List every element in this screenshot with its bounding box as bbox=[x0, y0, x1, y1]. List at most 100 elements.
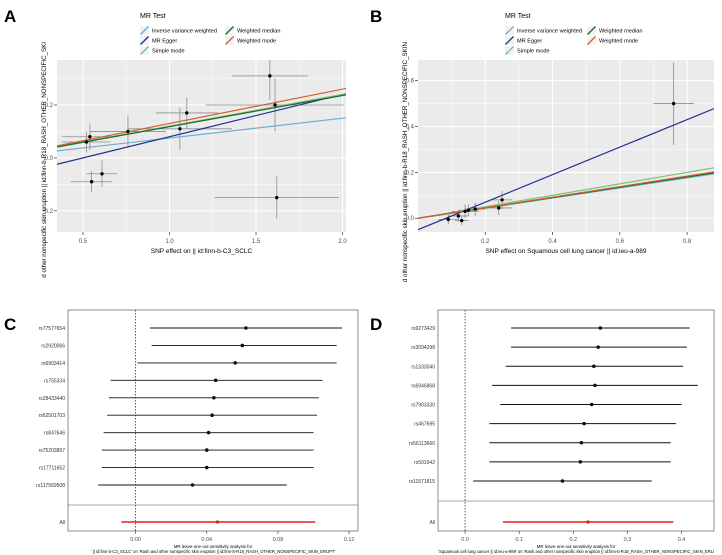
snp-label: rs62501703 bbox=[39, 413, 66, 419]
data-point bbox=[88, 135, 92, 139]
legend-label: MR Egger bbox=[517, 39, 542, 45]
x-tick-label: 0.00 bbox=[130, 537, 141, 543]
x-tick-label: 0.2 bbox=[569, 537, 577, 543]
y-axis-label: d other nonspecific skin eruption || id:… bbox=[41, 42, 48, 278]
plot-background bbox=[418, 60, 714, 232]
snp-label: rs117569508 bbox=[36, 483, 65, 489]
x-tick-label: 0.0 bbox=[461, 537, 469, 543]
plot-frame bbox=[437, 309, 715, 532]
legend-label: Simple mode bbox=[152, 49, 185, 55]
data-point bbox=[456, 214, 461, 218]
x-tick-label: 1.5 bbox=[252, 239, 261, 245]
plot-area bbox=[418, 62, 714, 231]
snp-label: rs17711652 bbox=[39, 466, 65, 472]
snp-label: rs755334 bbox=[44, 378, 65, 384]
y-tick-label: 0.2 bbox=[406, 170, 415, 176]
snp-label: rs467695 bbox=[414, 422, 435, 428]
regression-line bbox=[57, 117, 346, 152]
data-point bbox=[500, 198, 504, 202]
x-axis-label-line1: MR leave-one-out sensitivity analysis fo… bbox=[537, 544, 616, 549]
plot-area bbox=[57, 60, 346, 219]
legend: MR Test Inverse variance weighted Weighted… bbox=[505, 13, 642, 55]
overall-label: All bbox=[59, 520, 65, 526]
estimate-point bbox=[204, 465, 209, 470]
data-point bbox=[126, 129, 130, 134]
snp-label: rs56113660 bbox=[409, 441, 435, 447]
scatter-panel-a: 0.5 1.0 1.5 2.0 -0.2 0.0 0.2 SNP effect on || i… bbox=[41, 13, 347, 278]
x-tick-label: 1.0 bbox=[165, 239, 174, 245]
legend-label: Weighted mode bbox=[237, 39, 276, 45]
legend-key-line bbox=[587, 36, 596, 45]
snp-label: rs6903414 bbox=[41, 361, 65, 367]
overall-point bbox=[586, 520, 590, 524]
snp-label: rs3094298 bbox=[411, 345, 435, 351]
legend-label: Simple mode bbox=[517, 49, 550, 55]
forest-panel-c: rs77577654 rs2920066 rs6903414 rs755334 rs28… bbox=[36, 309, 359, 554]
estimate-point bbox=[204, 448, 209, 452]
y-tick-label: 0.6 bbox=[406, 79, 415, 85]
estimate-point bbox=[589, 402, 594, 407]
estimate-point bbox=[592, 364, 596, 369]
x-tick-label: 0.12 bbox=[344, 537, 355, 543]
data-point bbox=[84, 140, 89, 144]
overall-label: All bbox=[429, 520, 435, 526]
panel-label-d: D bbox=[370, 315, 382, 334]
legend-key-line bbox=[140, 46, 149, 55]
data-point bbox=[473, 207, 477, 211]
x-tick-label: 0.1 bbox=[515, 537, 523, 543]
legend-label: Inverse variance weighted bbox=[517, 29, 582, 35]
snp-label: rs28433440 bbox=[39, 396, 66, 402]
legend-label: Weighted median bbox=[237, 29, 280, 35]
panel-label-c: C bbox=[4, 315, 16, 334]
legend: MR Test Inverse variance weighted Weighted… bbox=[140, 13, 280, 55]
regression-line bbox=[57, 87, 346, 147]
x-tick-label: 0.08 bbox=[273, 537, 284, 543]
legend-key-line bbox=[140, 36, 149, 45]
snp-label: rs501942 bbox=[414, 460, 435, 466]
legend-title: MR Test bbox=[140, 13, 166, 20]
estimate-point bbox=[593, 383, 597, 388]
panel-label-b: B bbox=[370, 7, 382, 26]
x-tick-label: 0.8 bbox=[683, 239, 692, 245]
data-point bbox=[497, 206, 501, 210]
data-point bbox=[273, 103, 277, 107]
x-tick-label: 0.3 bbox=[624, 537, 632, 543]
estimate-point bbox=[233, 361, 238, 365]
estimate-point bbox=[210, 413, 214, 418]
legend-key-line bbox=[225, 26, 234, 35]
forest-panel-d: rs9273429 rs3094298 rs1333040 rs6946868 rs79… bbox=[409, 309, 715, 554]
plot-frame bbox=[67, 309, 359, 532]
x-axis-label: SNP effect on Squamous cell lung cancer … bbox=[485, 248, 646, 255]
estimate-point bbox=[578, 460, 583, 464]
data-point bbox=[671, 101, 676, 106]
legend-key-line bbox=[140, 26, 149, 35]
data-point bbox=[268, 74, 272, 78]
x-axis-label: SNP effect on || id:finn-b-C3_SCLC bbox=[151, 248, 253, 255]
data-point bbox=[463, 209, 467, 214]
x-axis-label-line1: MR leave-one-out sensitivity analysis fo… bbox=[174, 544, 253, 549]
estimate-point bbox=[560, 479, 565, 483]
data-point bbox=[178, 127, 182, 131]
estimate-point bbox=[598, 326, 603, 330]
legend-key-line bbox=[505, 26, 514, 35]
x-tick-label: 0.6 bbox=[616, 239, 625, 245]
legend-label: Weighted median bbox=[599, 29, 642, 35]
x-axis-label-line2: ' || id:finn-b-C3_SCLC' on 'Rash and oth… bbox=[91, 549, 336, 554]
estimate-point bbox=[244, 326, 248, 330]
data-point bbox=[466, 208, 471, 212]
data-point bbox=[89, 180, 94, 184]
regression-line bbox=[57, 94, 346, 148]
y-tick-label: 0.2 bbox=[45, 103, 54, 109]
scatter-panel-b: 0.2 0.4 0.6 0.8 0.0 0.2 0.4 0.6 SNP effect on Sq… bbox=[402, 13, 714, 282]
snp-label: rs6946868 bbox=[411, 383, 435, 389]
estimate-point bbox=[579, 440, 584, 445]
x-axis-label-line2: 'Squamous cell lung cancer || id:ieu-a-9… bbox=[438, 549, 714, 554]
legend-key-line bbox=[505, 46, 514, 55]
x-tick-label: 2.0 bbox=[338, 239, 347, 245]
legend-label: Weighted mode bbox=[599, 39, 638, 45]
snp-label: rs11571815 bbox=[409, 479, 435, 485]
legend-label: Inverse variance weighted bbox=[152, 29, 217, 35]
legend-title: MR Test bbox=[505, 13, 531, 20]
legend-key-line bbox=[225, 36, 234, 45]
legend-key-line bbox=[587, 26, 596, 35]
